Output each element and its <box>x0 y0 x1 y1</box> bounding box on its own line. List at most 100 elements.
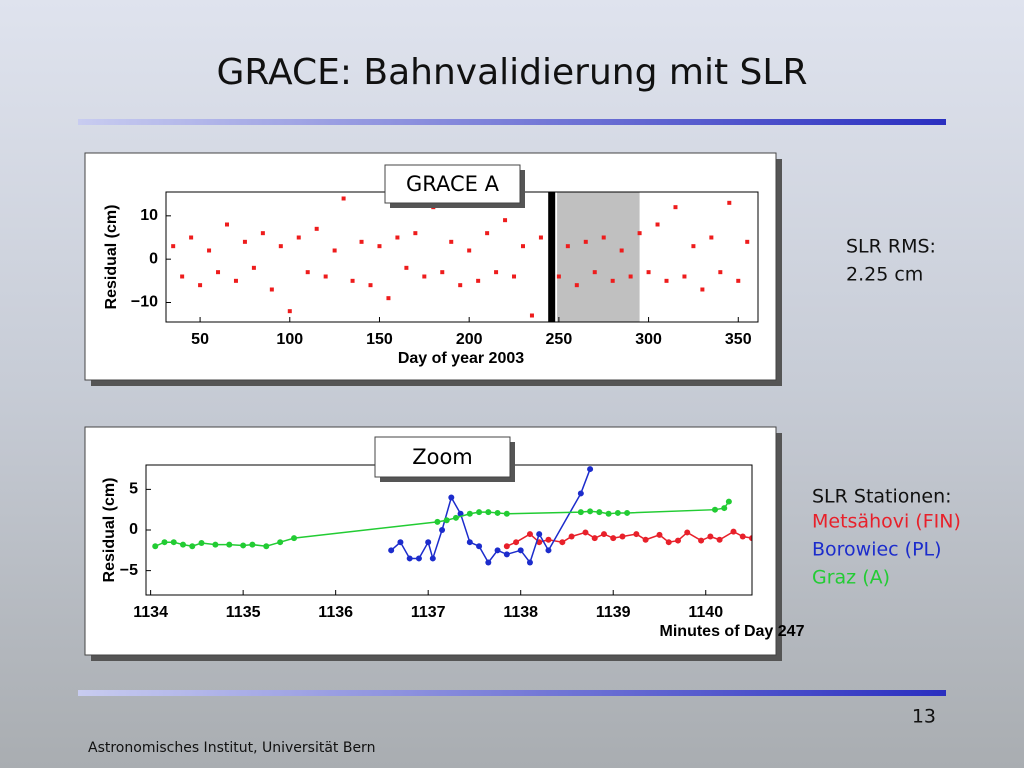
point <box>601 235 606 240</box>
point <box>216 270 221 275</box>
x-tick-label: 100 <box>276 331 303 348</box>
point <box>624 509 631 516</box>
slide-title: GRACE: Bahnvalidierung mit SLR <box>217 52 808 93</box>
point <box>240 542 247 549</box>
point <box>642 536 649 543</box>
point <box>512 274 517 279</box>
point <box>587 508 594 515</box>
point <box>161 539 168 546</box>
y-tick-label: 5 <box>129 481 138 498</box>
point <box>429 555 436 562</box>
point <box>730 528 737 535</box>
point <box>727 200 732 205</box>
y-tick-label: 0 <box>129 521 138 538</box>
point <box>529 313 534 318</box>
point <box>485 509 492 516</box>
footer: Astronomisches Institut, Universität Ber… <box>88 740 375 756</box>
point <box>476 278 481 283</box>
point <box>600 531 607 538</box>
x-tick-label: 1134 <box>133 604 168 621</box>
annotation: GRACE A <box>406 172 500 196</box>
point <box>503 543 510 550</box>
point <box>526 531 533 538</box>
point <box>189 543 196 550</box>
point <box>605 510 612 517</box>
point <box>565 244 570 249</box>
point <box>709 235 714 240</box>
point <box>633 531 640 538</box>
point <box>249 541 256 548</box>
stations-label: SLR Stationen: <box>812 486 952 508</box>
point <box>745 239 750 244</box>
point <box>536 531 543 538</box>
point <box>674 537 681 544</box>
point <box>263 543 270 550</box>
point <box>305 270 310 275</box>
point <box>559 539 566 546</box>
x-tick-label: 1135 <box>226 604 261 621</box>
point <box>665 539 672 546</box>
page-number: 13 <box>912 706 936 728</box>
x-tick-label: 250 <box>546 331 573 348</box>
point <box>260 231 265 236</box>
point <box>291 535 298 542</box>
point <box>404 265 409 270</box>
x-tick-label: 1137 <box>411 604 446 621</box>
header-rule <box>78 119 946 125</box>
point <box>277 539 284 546</box>
point <box>287 309 292 314</box>
point <box>545 536 552 543</box>
point <box>587 466 594 473</box>
point <box>425 539 432 546</box>
point <box>568 533 575 540</box>
point <box>646 270 651 275</box>
y-tick-label: 10 <box>140 207 158 224</box>
point <box>503 218 508 223</box>
rms-label: SLR RMS: <box>846 236 936 258</box>
point <box>619 248 624 253</box>
point <box>448 494 455 501</box>
point <box>359 239 364 244</box>
series-line <box>390 468 591 565</box>
point <box>682 274 687 279</box>
y-tick-label: −10 <box>131 294 158 311</box>
point <box>592 270 597 275</box>
point <box>637 231 642 236</box>
plot-area <box>152 466 752 566</box>
point <box>415 555 422 562</box>
point <box>583 239 588 244</box>
point <box>476 543 483 550</box>
point <box>458 283 463 288</box>
point <box>226 541 233 548</box>
point <box>466 510 473 517</box>
point <box>556 274 561 279</box>
annotation-box <box>384 164 521 204</box>
legend-entry: Graz (A) <box>812 567 890 589</box>
point <box>591 535 598 542</box>
point <box>718 270 723 275</box>
point <box>467 248 472 253</box>
point <box>503 510 510 517</box>
point <box>721 505 728 512</box>
annotation: Zoom <box>412 445 473 469</box>
point <box>698 537 705 544</box>
point <box>296 235 301 240</box>
point <box>494 509 501 516</box>
y-axis-label: Residual (cm) <box>101 478 118 583</box>
x-tick-label: 150 <box>366 331 393 348</box>
point <box>341 196 346 201</box>
plot-area <box>171 196 750 318</box>
point <box>582 529 589 536</box>
x-tick-label: 300 <box>635 331 662 348</box>
point <box>212 541 219 548</box>
x-tick-label: 50 <box>191 331 209 348</box>
point <box>413 231 418 236</box>
point <box>577 509 584 516</box>
point <box>577 490 584 497</box>
point <box>520 244 525 249</box>
point <box>440 270 445 275</box>
footer-rule <box>78 690 946 696</box>
point <box>476 509 483 516</box>
point <box>269 287 274 292</box>
